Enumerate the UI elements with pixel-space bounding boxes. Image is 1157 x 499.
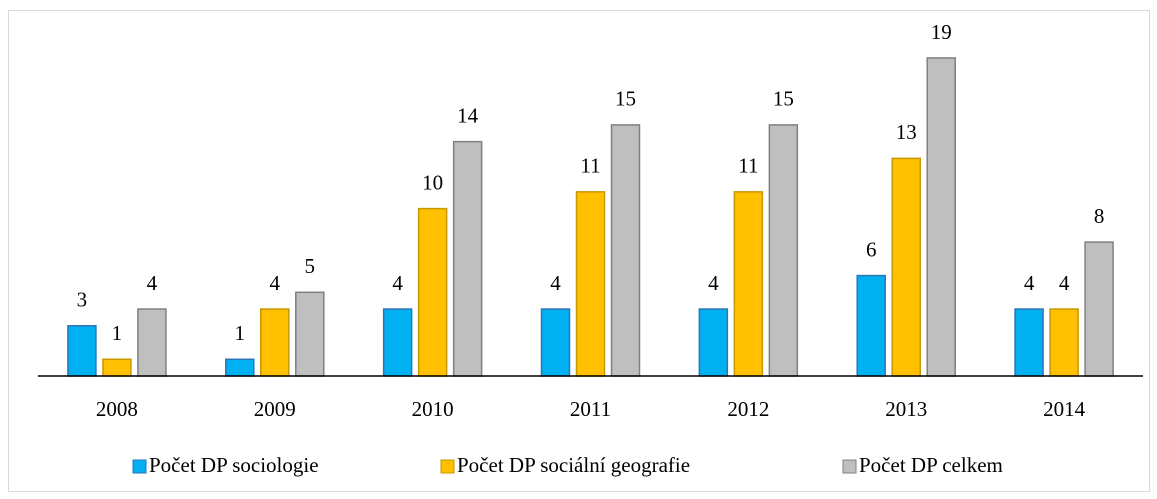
data-label: 8: [1094, 204, 1105, 228]
data-label: 10: [422, 170, 443, 194]
bar: [610, 124, 641, 377]
bar: [768, 124, 799, 377]
x-tick-label: 2012: [727, 397, 769, 421]
bar: [1049, 308, 1079, 377]
legend-swatch: [440, 459, 455, 474]
data-label: 6: [866, 237, 877, 261]
bar: [891, 157, 921, 377]
data-label: 15: [773, 87, 794, 111]
x-tick-label: 2010: [412, 397, 454, 421]
bar: [137, 308, 167, 377]
data-label: 4: [708, 271, 719, 295]
legend-label: Počet DP sociologie: [149, 453, 319, 477]
data-label: 4: [550, 271, 561, 295]
bar: [382, 308, 413, 377]
x-tick-label: 2013: [885, 397, 927, 421]
bar: [225, 358, 255, 377]
bar: [67, 325, 97, 377]
bar: [452, 140, 483, 377]
legend-label: Počet DP sociální geografie: [457, 453, 690, 477]
bar: [102, 358, 132, 377]
data-label: 4: [1024, 271, 1035, 295]
bar: [260, 308, 290, 377]
data-label: 14: [457, 103, 479, 127]
bar: [733, 191, 764, 377]
data-label: 11: [738, 154, 758, 178]
x-tick-label: 2014: [1043, 397, 1086, 421]
bar: [926, 57, 956, 377]
data-label: 11: [580, 154, 600, 178]
legend-swatch: [132, 459, 147, 474]
bar: [1084, 241, 1114, 377]
data-label: 15: [615, 87, 636, 111]
data-label: 1: [112, 321, 123, 345]
x-tick-label: 2009: [254, 397, 296, 421]
bar: [698, 308, 729, 377]
legend-label: Počet DP celkem: [859, 453, 1003, 477]
data-label: 4: [392, 271, 403, 295]
data-label: 19: [931, 20, 952, 44]
legend-swatch: [842, 459, 857, 474]
data-label: 5: [305, 254, 316, 278]
bar: [540, 308, 571, 377]
bar: [417, 207, 448, 377]
data-label: 4: [1059, 271, 1070, 295]
data-label: 3: [77, 288, 88, 312]
data-label: 4: [147, 271, 158, 295]
data-label: 4: [270, 271, 281, 295]
x-tick-label: 2008: [96, 397, 138, 421]
bar: [1014, 308, 1044, 377]
bar: [575, 191, 606, 377]
data-label: 13: [896, 120, 917, 144]
bar: [856, 274, 886, 377]
bar: [295, 291, 325, 377]
data-label: 1: [235, 321, 246, 345]
x-tick-label: 2011: [570, 397, 611, 421]
